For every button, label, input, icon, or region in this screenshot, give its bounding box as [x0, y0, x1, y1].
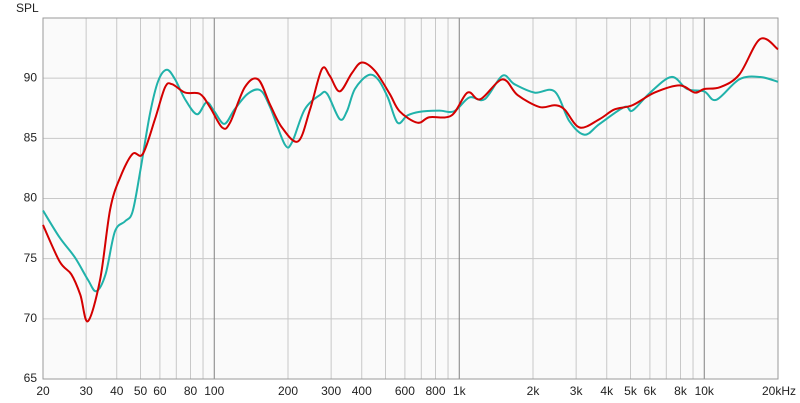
y-tick-label: 75: [24, 251, 38, 265]
x-tick-label: 400: [352, 384, 372, 398]
y-tick-label: 90: [24, 70, 38, 84]
x-tick-label: 2k: [527, 384, 541, 398]
x-tick-label: 8k: [674, 384, 688, 398]
x-tick-label: 300: [321, 384, 341, 398]
y-tick-label: 85: [24, 131, 38, 145]
y-tick-label: 65: [24, 371, 38, 385]
y-tick-label: 80: [24, 191, 38, 205]
x-tick-label: 3k: [570, 384, 584, 398]
plot-border: [42, 17, 779, 380]
x-tick-label: 40: [110, 384, 124, 398]
x-tick-label: 6k: [644, 384, 658, 398]
x-tick-label: 60: [153, 384, 167, 398]
series-line: [42, 37, 779, 323]
x-tick-label: 4k: [600, 384, 614, 398]
y-axis-label: SPL: [16, 1, 39, 15]
x-tick-label: 20kHz: [762, 384, 796, 398]
series-line: [42, 68, 779, 293]
x-tick-label: 200: [278, 384, 298, 398]
x-tick-label: 30: [79, 384, 93, 398]
x-tick-label: 20: [36, 384, 50, 398]
x-tick-label: 800: [425, 384, 445, 398]
x-tick-label: 100: [204, 384, 224, 398]
x-tick-label: 600: [395, 384, 415, 398]
x-tick-label: 5k: [624, 384, 638, 398]
x-tick-label: 80: [184, 384, 198, 398]
y-tick-label: 70: [24, 311, 38, 325]
x-tick-label: 10k: [695, 384, 715, 398]
x-tick-label: 50: [134, 384, 148, 398]
x-tick-label: 1k: [453, 384, 467, 398]
